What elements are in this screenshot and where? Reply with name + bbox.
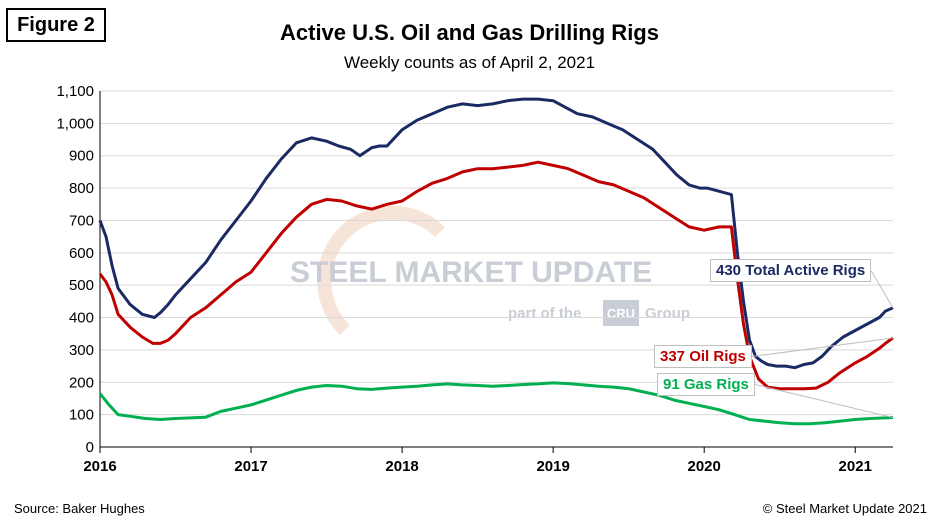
x-tick-label: 2016	[83, 458, 116, 475]
total-rigs-line	[98, 97, 894, 370]
y-tick-label: 500	[69, 277, 94, 294]
x-tick-label: 2017	[234, 458, 267, 475]
y-tick-label: 600	[69, 245, 94, 262]
watermark-title: STEEL MARKET UPDATE	[290, 256, 652, 289]
y-tick-label: 300	[69, 342, 94, 359]
total-callout-leader	[870, 270, 894, 309]
watermark: STEEL MARKET UPDATE part of the CRU Group	[290, 205, 690, 336]
x-tick-label: 2019	[536, 458, 569, 475]
series-lines	[98, 97, 894, 426]
watermark-logo-text: CRU	[607, 306, 635, 321]
y-tick-label: 200	[69, 374, 94, 391]
watermark-logo-box	[603, 300, 639, 326]
y-tick-label: 700	[69, 212, 94, 229]
watermark-swoosh	[317, 205, 445, 336]
y-tick-label: 900	[69, 148, 94, 165]
total-rigs-callout: 430 Total Active Rigs	[710, 259, 872, 282]
callout-leader-lines	[751, 270, 894, 419]
x-tick-label: 2021	[839, 458, 872, 475]
watermark-sub-post: Group	[645, 305, 690, 322]
x-tick-label: 2018	[385, 458, 418, 475]
chart-title: Active U.S. Oil and Gas Drilling Rigs	[280, 20, 659, 45]
y-axis-ticks: 0 100 200 300 400 500 600 700 800 900 1,000 1,100	[56, 83, 94, 456]
oil-rigs-callout: 337 Oil Rigs	[654, 345, 752, 368]
y-tick-label: 0	[86, 439, 94, 456]
oil-callout-leader	[751, 337, 894, 357]
y-tick-label: 800	[69, 180, 94, 197]
y-tick-label: 1,100	[56, 83, 94, 100]
gas-rigs-line	[98, 381, 894, 426]
y-tick-label: 400	[69, 310, 94, 327]
gas-callout-leader	[754, 384, 894, 419]
copyright-note: © Steel Market Update 2021	[762, 501, 927, 516]
oil-rigs-line	[98, 160, 894, 391]
x-axis-ticks: 2016 2017 2018 2019 2020 2021	[83, 447, 872, 475]
axes	[99, 91, 893, 448]
y-tick-label: 1,000	[56, 115, 94, 132]
y-tick-label: 100	[69, 407, 94, 424]
chart-subtitle: Weekly counts as of April 2, 2021	[343, 53, 596, 72]
x-tick-label: 2020	[688, 458, 721, 475]
gas-rigs-callout: 91 Gas Rigs	[657, 373, 755, 396]
source-note: Source: Baker Hughes	[14, 501, 145, 516]
figure-label: Figure 2	[6, 8, 106, 42]
watermark-sub-pre: part of the	[508, 305, 581, 322]
